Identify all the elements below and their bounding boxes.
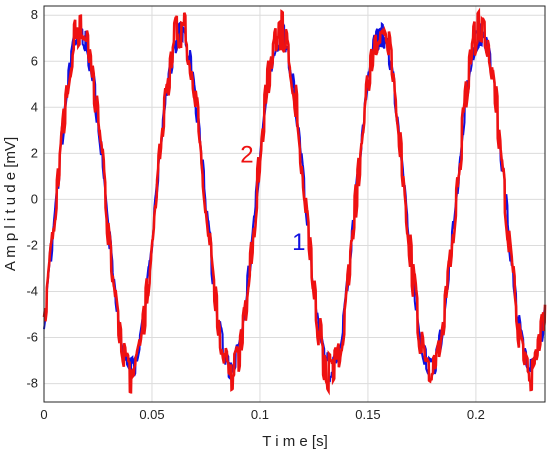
y-tick-label: 4 (31, 99, 38, 114)
y-tick-label: 8 (31, 7, 38, 22)
y-tick-label: -6 (26, 330, 38, 345)
y-tick-label: 6 (31, 53, 38, 68)
y-tick-label: -4 (26, 283, 38, 298)
y-tick-label: -8 (26, 376, 38, 391)
y-tick-label: 0 (31, 191, 38, 206)
y-tick-labels: -8 -6 -4 -2 0 2 4 6 8 (26, 7, 38, 390)
x-tick-label: 0 (40, 407, 47, 422)
x-tick-label: 0.05 (139, 407, 164, 422)
y-axis-label: A m p l i t u d e [mV] (2, 137, 19, 271)
x-tick-label: 0.1 (251, 407, 269, 422)
plot-frame (43, 5, 546, 403)
series-2-annotation: 2 (240, 141, 253, 168)
x-axis-label: T i m e [s] (262, 433, 328, 450)
series-2-line (42, 7, 547, 396)
x-tick-label: 0.15 (355, 407, 380, 422)
plot-area (44, 6, 545, 402)
x-tick-labels: 0 0.05 0.1 0.15 0.2 (40, 407, 485, 422)
y-tick-label: -2 (26, 237, 38, 252)
series-1-annotation: 1 (292, 229, 305, 256)
y-tick-label: 2 (31, 145, 38, 160)
x-tick-label: 0.2 (467, 407, 485, 422)
